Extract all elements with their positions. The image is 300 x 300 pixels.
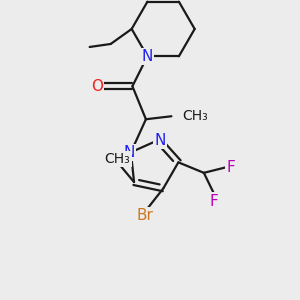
Text: Br: Br [137, 208, 154, 224]
Text: CH₃: CH₃ [182, 109, 208, 123]
Text: N: N [154, 133, 166, 148]
Text: F: F [210, 194, 219, 208]
Text: CH₃: CH₃ [105, 152, 130, 166]
Text: O: O [91, 79, 103, 94]
Text: N: N [142, 49, 153, 64]
Text: N: N [124, 145, 135, 160]
Text: F: F [226, 160, 235, 175]
